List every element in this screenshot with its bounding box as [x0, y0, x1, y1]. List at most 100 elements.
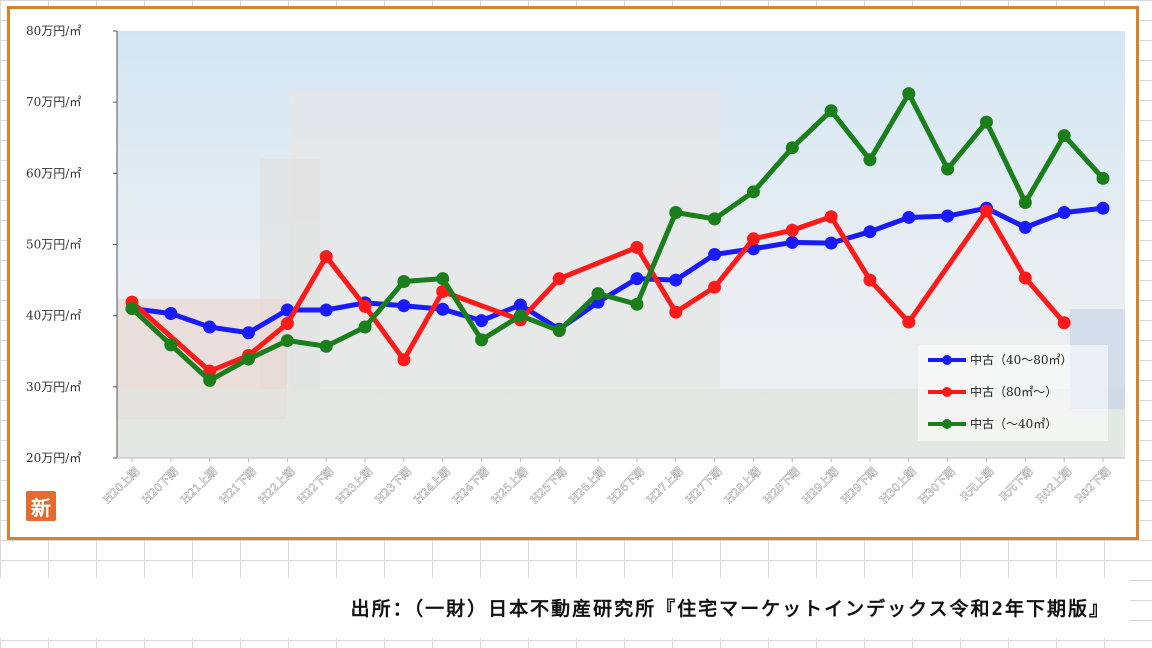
x-tick-label: H26上期 [567, 465, 608, 506]
x-tick-label: H21下期 [217, 465, 258, 506]
data-point [979, 115, 993, 129]
x-tick-label: H28下期 [761, 465, 802, 506]
data-point [513, 298, 527, 312]
data-point [746, 185, 760, 199]
data-point [164, 307, 178, 321]
data-point [941, 209, 955, 223]
x-tick-label: H24下期 [450, 465, 491, 506]
x-tick-label: R元下期 [997, 465, 1035, 503]
data-point [708, 212, 722, 226]
data-point [708, 247, 722, 261]
data-point [591, 287, 605, 301]
x-tick-label: H25下期 [528, 465, 569, 506]
x-tick-label: H22上期 [256, 465, 297, 506]
data-point [979, 204, 993, 218]
y-tick-label: 20万円/㎡ [26, 451, 81, 465]
data-point [824, 236, 838, 250]
legend-swatch-marker [942, 387, 952, 397]
series-3 [125, 87, 1110, 387]
x-tick-label: H28上期 [722, 465, 763, 506]
data-point [863, 273, 877, 287]
y-tick-label: 40万円/㎡ [26, 309, 81, 323]
x-tick-label: H24上期 [411, 465, 452, 506]
source-note: 出所：（一財）日本不動産研究所『住宅マーケットインデックス令和2年下期版』 [0, 578, 1130, 638]
data-point [902, 87, 916, 101]
legend-item-3: 中古（～40㎡） [928, 416, 1057, 431]
data-point [630, 297, 644, 311]
x-tick-label: H27下期 [683, 465, 724, 506]
data-point [397, 275, 411, 289]
data-point [1096, 171, 1110, 185]
x-tick-label: H23上期 [334, 465, 375, 506]
x-tick-label: H29下期 [839, 465, 880, 506]
data-point [785, 223, 799, 237]
data-point [203, 373, 217, 387]
data-point [280, 334, 294, 348]
data-point [436, 272, 450, 286]
data-point [164, 338, 178, 352]
x-tick-label: H26下期 [606, 465, 647, 506]
y-tick-label: 50万円/㎡ [26, 238, 81, 252]
x-tick-label: R02下期 [1073, 465, 1114, 506]
data-point [824, 210, 838, 224]
x-tick-label: H29上期 [800, 465, 841, 506]
data-point [397, 299, 411, 313]
data-point [785, 235, 799, 249]
x-tick-label: H30下期 [916, 465, 957, 506]
chart-frame: 20万円/㎡ 30万円/㎡ 40万円/㎡ 50万円/㎡ 60万円/㎡ 70万円/㎡ 80万円… [7, 6, 1139, 540]
x-tick-label: H21上期 [178, 465, 219, 506]
data-point [242, 352, 256, 366]
data-point [552, 324, 566, 338]
legend-swatch-marker [942, 419, 952, 429]
data-point [1057, 316, 1071, 330]
data-point [319, 339, 333, 353]
x-tick-label: H23下期 [373, 465, 414, 506]
data-point [824, 104, 838, 118]
x-tick-label: H20上期 [101, 465, 142, 506]
data-point [475, 333, 489, 347]
y-tick-label: 60万円/㎡ [26, 166, 81, 180]
plot-background-photo [117, 31, 1125, 458]
y-tick-label: 80万円/㎡ [26, 24, 81, 38]
x-tick-label: R02上期 [1034, 465, 1075, 506]
data-point [669, 273, 683, 287]
x-tick-label: R元上期 [958, 465, 996, 503]
legend-item-1: 中古（40～80㎡） [928, 352, 1073, 367]
data-point [630, 272, 644, 286]
data-point [1018, 271, 1032, 285]
data-point [669, 205, 683, 219]
data-point [358, 299, 372, 313]
data-point [358, 320, 372, 334]
legend-label: 中古（80㎡～） [970, 384, 1057, 399]
legend-item-2: 中古（80㎡～） [928, 384, 1057, 399]
data-point [397, 353, 411, 367]
data-point [475, 314, 489, 328]
data-point [746, 232, 760, 246]
series-line [130, 91, 1105, 383]
data-point [1096, 201, 1110, 215]
legend: 中古（40～80㎡） 中古（80㎡～） 中古（～40㎡） [918, 345, 1108, 441]
data-point [1018, 220, 1032, 234]
data-point [319, 250, 333, 264]
legend-swatch-marker [942, 355, 952, 365]
data-point [1057, 205, 1071, 219]
y-tick-label: 30万円/㎡ [26, 380, 81, 394]
x-tick-label: H22下期 [295, 465, 336, 506]
new-badge: 新 [26, 491, 56, 521]
data-point [863, 153, 877, 167]
legend-label: 中古（40～80㎡） [970, 352, 1073, 367]
x-tick-label: H27上期 [644, 465, 685, 506]
data-point [902, 315, 916, 329]
line-chart: 20万円/㎡ 30万円/㎡ 40万円/㎡ 50万円/㎡ 60万円/㎡ 70万円/㎡ 80万円… [26, 24, 1125, 507]
data-point [785, 141, 799, 155]
x-tick-label: H30上期 [877, 465, 918, 506]
x-tick-label: H20下期 [140, 465, 181, 506]
series-layer [125, 87, 1110, 387]
legend-label: 中古（～40㎡） [970, 416, 1057, 431]
data-point [630, 240, 644, 254]
data-point [280, 316, 294, 330]
data-point [941, 162, 955, 176]
data-point [513, 309, 527, 323]
data-point [203, 320, 217, 334]
data-point [863, 225, 877, 239]
